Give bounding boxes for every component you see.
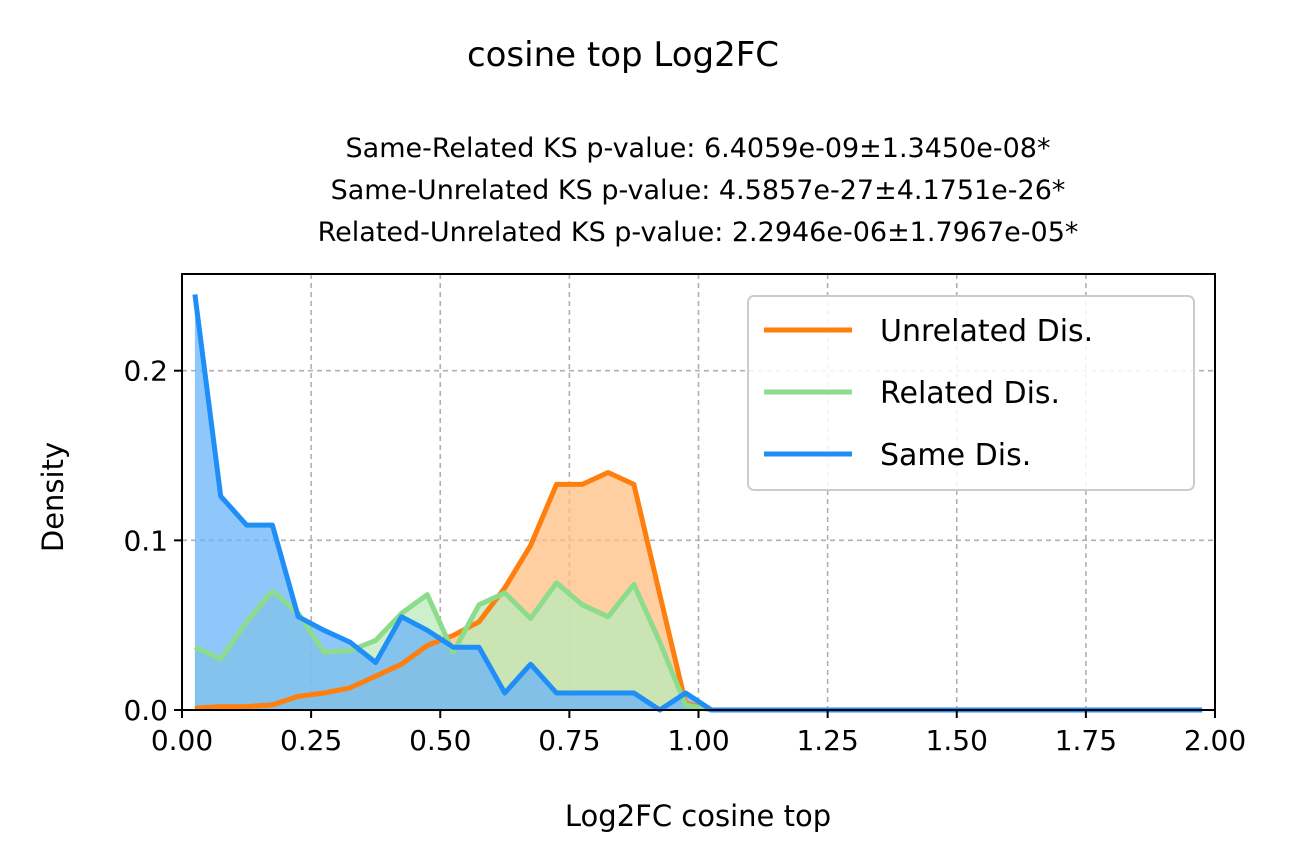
x-tick-label: 1.50: [926, 724, 988, 757]
y-axis-label: Density: [36, 442, 70, 552]
y-tick-label: 0.2: [123, 355, 168, 388]
x-tick-label: 0.25: [280, 724, 342, 757]
chart-subtitle-line-3: Related-Unrelated KS p-value: 2.2946e-06…: [318, 217, 1079, 248]
series-area-2: [194, 294, 1203, 710]
chart-suptitle: cosine top Log2FC: [467, 35, 779, 75]
x-tick-label: 2.00: [1184, 724, 1246, 757]
legend-box: [747, 295, 1195, 491]
axis-ticks: 0.00 0.25 0.50 0.75 1.00 1.25 1.50 1.75 2.00 0.0 0…: [123, 355, 1246, 757]
x-tick-label: 1.75: [1055, 724, 1117, 757]
legend-label: Unrelated Dis.: [880, 314, 1093, 349]
x-tick-label: 1.00: [667, 724, 729, 757]
x-tick-label: 1.25: [796, 724, 858, 757]
chart-subtitle-line-1: Same-Related KS p-value: 6.4059e-09±1.34…: [346, 133, 1051, 164]
legend-label: Same Dis.: [880, 438, 1031, 473]
x-axis-label: Log2FC cosine top: [565, 799, 831, 833]
y-tick-label: 0.1: [123, 524, 168, 557]
series-areas: [194, 294, 1203, 710]
legend-label: Related Dis.: [880, 376, 1060, 411]
legend: Unrelated Dis. Related Dis. Same Dis.: [747, 295, 1195, 491]
y-tick-label: 0.0: [123, 694, 168, 727]
x-tick-label: 0.00: [151, 724, 213, 757]
x-tick-label: 0.50: [409, 724, 471, 757]
x-tick-label: 0.75: [538, 724, 600, 757]
chart-subtitle-line-2: Same-Unrelated KS p-value: 4.5857e-27±4.…: [331, 175, 1066, 206]
